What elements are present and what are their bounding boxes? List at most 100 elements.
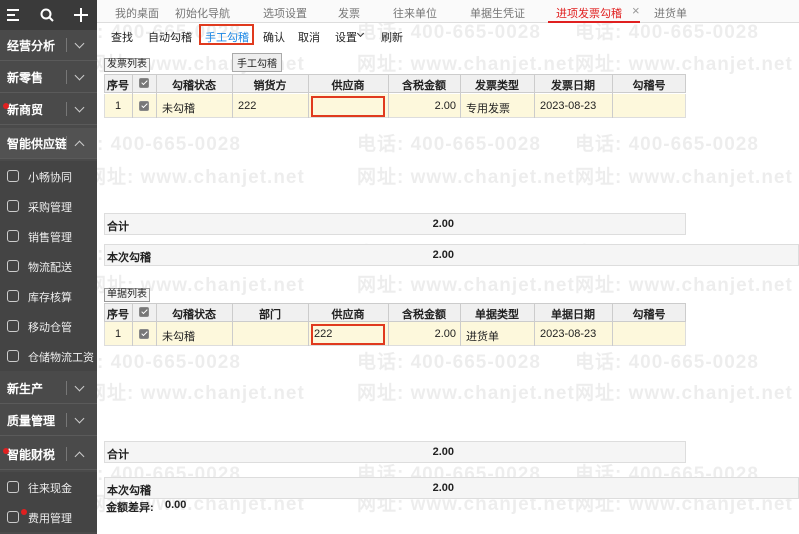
- tab[interactable]: 我的桌面: [115, 8, 159, 20]
- checkbox[interactable]: [139, 78, 149, 88]
- column-divider: [460, 74, 461, 118]
- toolbar-button[interactable]: 确认: [263, 32, 285, 44]
- sidebar-group[interactable]: [0, 404, 97, 436]
- tab[interactable]: 单据生凭证: [470, 8, 525, 20]
- toolbar-button[interactable]: 查找: [111, 32, 133, 44]
- table-cell: 专用发票: [466, 103, 510, 115]
- sidebar-item[interactable]: [0, 281, 97, 311]
- sidebar-group[interactable]: [0, 94, 97, 125]
- column-header: 勾稽状态: [172, 309, 216, 321]
- column-header: 发票类型: [475, 80, 519, 92]
- sidebar-item[interactable]: [0, 161, 97, 191]
- watermark: 网址: www.chanjet.net: [575, 167, 793, 188]
- main-area: 电话: 400-665-0028 电话: 400-665-0028 电话: 400-…: [97, 0, 799, 534]
- column-header: 发票日期: [551, 80, 595, 92]
- column-header: 含税金额: [402, 80, 446, 92]
- table-cell: 未勾稽: [162, 331, 195, 343]
- sidebar-item-label: 费用管理: [28, 513, 72, 525]
- table-cell: 222: [238, 100, 257, 112]
- sidebar-group[interactable]: [0, 128, 97, 159]
- table-header: [104, 303, 686, 322]
- column-header: 单据类型: [475, 309, 519, 321]
- sidebar-item-label: 销售管理: [28, 232, 72, 244]
- menu-icon: [7, 260, 19, 272]
- sidebar-item-label: 往来现金: [28, 483, 72, 495]
- watermark: 电话: 400-665-0028: [575, 134, 759, 155]
- menu-icon: [7, 481, 19, 493]
- total-value: 2.00: [432, 218, 454, 230]
- menu-icon: [7, 511, 19, 523]
- table-cell: 222: [314, 328, 333, 340]
- toolbar-button[interactable]: 自动勾稽: [148, 32, 192, 44]
- section-label: 单据列表: [104, 288, 150, 302]
- column-header: 序号: [107, 309, 129, 321]
- sidebar-item[interactable]: [0, 221, 97, 251]
- toolbar-button[interactable]: 取消: [298, 32, 320, 44]
- sidebar-group[interactable]: [0, 438, 97, 470]
- sidebar-item[interactable]: [0, 472, 97, 502]
- toolbar-button[interactable]: 手工勾稽: [205, 32, 249, 44]
- watermark: 网址: www.chanjet.net: [357, 275, 575, 296]
- column-divider: [232, 74, 233, 118]
- divider: [66, 38, 67, 52]
- menu-icon: [7, 170, 19, 182]
- toolbar-button[interactable]: 设置: [335, 32, 357, 44]
- watermark: 网址: www.chanjet.net: [357, 167, 575, 188]
- sidebar-topbar: [0, 0, 97, 30]
- column-header: 含税金额: [402, 309, 446, 321]
- section-label: 发票列表: [104, 58, 150, 72]
- watermark: 电话: 400-665-0028: [575, 352, 759, 373]
- column-divider: [534, 303, 535, 346]
- tab[interactable]: 进货单: [654, 8, 687, 20]
- tab[interactable]: 进项发票勾稽: [556, 8, 622, 20]
- sidebar-group[interactable]: [0, 372, 97, 404]
- watermark: 网址: www.chanjet.net: [357, 383, 575, 404]
- watermark: 网址: www.chanjet.net: [575, 383, 793, 404]
- tab[interactable]: 初始化导航: [175, 8, 230, 20]
- table-cell: 1: [114, 100, 122, 112]
- sidebar-group[interactable]: [0, 30, 97, 61]
- tab[interactable]: 发票: [338, 8, 360, 20]
- highlight-box: [199, 24, 254, 45]
- sidebar-item[interactable]: [0, 502, 97, 532]
- table-row: [104, 94, 686, 118]
- sidebar-item[interactable]: [0, 191, 97, 221]
- divider: [66, 447, 67, 461]
- check: [141, 329, 148, 337]
- column-divider: [156, 303, 157, 346]
- total-label: 合计: [107, 221, 129, 233]
- table-cell: 1: [114, 328, 122, 340]
- tab[interactable]: 往来单位: [393, 8, 437, 20]
- tab-close[interactable]: ×: [632, 3, 640, 18]
- watermark: 网址: www.chanjet.net: [575, 54, 793, 75]
- sidebar-item[interactable]: [0, 341, 97, 371]
- column-header: 供应商: [331, 80, 365, 92]
- column-header: 销货方: [253, 80, 287, 92]
- highlight-box: [311, 96, 385, 117]
- checkbox[interactable]: [139, 307, 149, 317]
- current-label: 本次勾稽: [107, 252, 151, 264]
- sidebar-group[interactable]: [0, 62, 97, 93]
- total-row: [104, 213, 686, 235]
- toolbar-button[interactable]: 刷新: [381, 32, 403, 44]
- sidebar-group-label: 经营分析: [7, 39, 56, 53]
- checkbox[interactable]: [139, 329, 149, 339]
- column-divider: [388, 303, 389, 346]
- watermark: 电话: 400-665-0028: [357, 22, 541, 43]
- sidebar-group-label: 智能供应链: [7, 137, 68, 151]
- menu-icon: [7, 350, 19, 362]
- sidebar-group-label: 智能财税: [7, 448, 56, 462]
- sidebar-item[interactable]: [0, 311, 97, 341]
- tab[interactable]: 选项设置: [263, 8, 307, 20]
- column-header: 部门: [259, 309, 281, 321]
- sidebar-group-label: 新生产: [7, 382, 44, 396]
- sidebar-item[interactable]: [0, 251, 97, 281]
- watermark: 电话: 400-665-0028: [97, 134, 241, 155]
- red-dot: [21, 509, 27, 515]
- column-header: 勾稽状态: [172, 80, 216, 92]
- checkbox[interactable]: [139, 101, 149, 111]
- table-cell: 2.00: [434, 328, 456, 340]
- column-divider: [612, 303, 613, 346]
- check: [141, 101, 148, 109]
